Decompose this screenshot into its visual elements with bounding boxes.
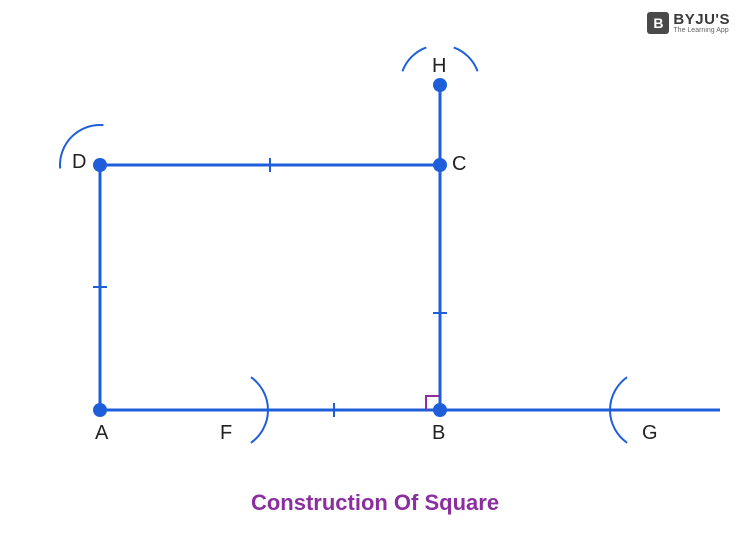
label-D: D <box>72 151 86 174</box>
point-H <box>433 78 447 92</box>
label-A: A <box>95 422 108 445</box>
label-B: B <box>432 422 445 445</box>
arc-D-1 <box>72 125 104 137</box>
diagram-caption: Construction Of Square <box>0 490 750 516</box>
label-C: C <box>452 153 466 176</box>
caption-text: Construction Of Square <box>251 490 499 515</box>
point-C <box>433 158 447 172</box>
point-B <box>433 403 447 417</box>
arc-D-0 <box>60 137 72 169</box>
point-A <box>93 403 107 417</box>
point-D <box>93 158 107 172</box>
construction-diagram <box>0 0 750 544</box>
label-G: G <box>642 422 658 445</box>
arc-H-1 <box>454 47 478 71</box>
arc-H-0 <box>402 47 426 71</box>
label-H: H <box>432 55 446 78</box>
label-F: F <box>220 422 232 445</box>
